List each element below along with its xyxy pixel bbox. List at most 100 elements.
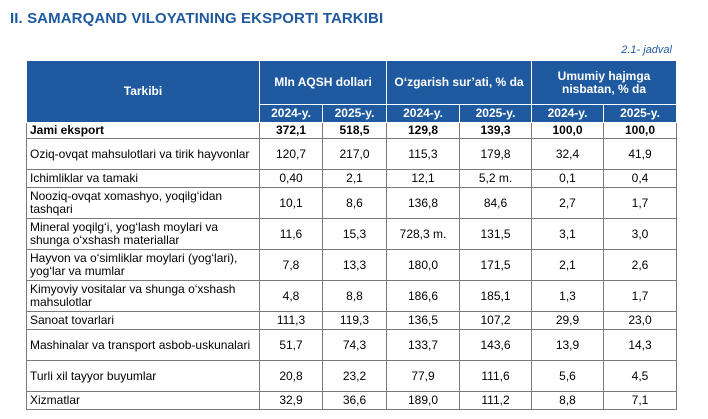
page-title: II. SAMARQAND VILOYATINING EKSPORTI TARK… xyxy=(10,10,384,27)
export-table: Tarkibi Mln AQSH dollari O‘zgarish sur’a… xyxy=(26,60,678,410)
table-row: Sanoat tovarlari 111,3 119,3 136,5 107,2… xyxy=(26,311,678,330)
table-row-total: Jami eksport 372,1 518,5 129,8 139,3 100… xyxy=(26,122,678,139)
cell-value: 32,9 xyxy=(259,391,323,410)
table-row: Xizmatlar 32,9 36,6 189,0 111,2 8,8 7,1 xyxy=(26,391,678,410)
cell-value: 2,1 xyxy=(322,169,387,188)
cell-value: 0,40 xyxy=(259,169,323,188)
cell-value: 7,8 xyxy=(259,249,323,281)
cell-value: 111,3 xyxy=(259,311,323,330)
cell-value: 143,6 xyxy=(459,329,532,361)
cell-value: 171,5 xyxy=(459,249,532,281)
table-row: Hayvon va o‘simliklar moylari (yog‘lari)… xyxy=(26,249,678,281)
cell-value: 41,9 xyxy=(602,138,678,170)
cell-value: 180,0 xyxy=(386,249,460,281)
cell-value: 32,4 xyxy=(531,138,604,170)
table-row: Kimyoviy vositalar va shunga o‘xshash ma… xyxy=(26,280,678,312)
cell-value: 111,6 xyxy=(459,360,532,392)
cell-value: 115,3 xyxy=(386,138,460,170)
row-label: Ichimliklar va tamaki xyxy=(26,169,260,188)
cell-value: 100,0 xyxy=(531,122,604,139)
cell-value: 217,0 xyxy=(322,138,387,170)
cell-value: 136,8 xyxy=(386,187,460,219)
cell-value: 3,1 xyxy=(531,218,604,250)
cell-value: 186,6 xyxy=(386,280,460,312)
cell-value: 5,6 xyxy=(531,360,604,392)
header-year-2024: 2024-y. xyxy=(531,104,604,123)
header-year-2025: 2025-y. xyxy=(322,104,387,123)
header-ozgarish: O‘zgarish sur’ati, % da xyxy=(386,60,532,105)
row-label: Sanoat tovarlari xyxy=(26,311,260,330)
cell-value: 136,5 xyxy=(386,311,460,330)
row-label: Jami eksport xyxy=(26,122,260,139)
cell-value: 10,1 xyxy=(259,187,323,219)
table-row: Mashinalar va transport asbob-uskunalari… xyxy=(26,329,678,361)
table-number: 2.1- jadval xyxy=(621,44,672,56)
cell-value: 133,7 xyxy=(386,329,460,361)
cell-value: 29,9 xyxy=(531,311,604,330)
table-row: Mineral yoqilg‘i, yog‘lash moylari va sh… xyxy=(26,218,678,250)
cell-value: 23,2 xyxy=(322,360,387,392)
cell-value: 179,8 xyxy=(459,138,532,170)
cell-value: 2,1 xyxy=(531,249,604,281)
table-row: Ichimliklar va tamaki 0,40 2,1 12,1 5,2 … xyxy=(26,169,678,188)
cell-value: 107,2 xyxy=(459,311,532,330)
cell-value: 0,1 xyxy=(531,169,604,188)
cell-value: 23,0 xyxy=(602,311,678,330)
cell-value: 1,7 xyxy=(602,280,678,312)
cell-value: 372,1 xyxy=(259,122,323,139)
cell-value: 8,8 xyxy=(322,280,387,312)
cell-value: 20,8 xyxy=(259,360,323,392)
cell-value: 1,7 xyxy=(602,187,678,219)
cell-value: 77,9 xyxy=(386,360,460,392)
cell-value: 131,5 xyxy=(459,218,532,250)
cell-value: 14,3 xyxy=(602,329,678,361)
row-label: Xizmatlar xyxy=(26,391,260,410)
cell-value: 120,7 xyxy=(259,138,323,170)
cell-value: 2,6 xyxy=(602,249,678,281)
cell-value: 111,2 xyxy=(459,391,532,410)
row-label: Mashinalar va transport asbob-uskunalari xyxy=(26,329,260,361)
cell-value: 185,1 xyxy=(459,280,532,312)
cell-value: 129,8 xyxy=(386,122,460,139)
cell-value: 119,3 xyxy=(322,311,387,330)
header-mln-usd: Mln AQSH dollari xyxy=(259,60,387,105)
cell-value: 4,5 xyxy=(602,360,678,392)
cell-value: 36,6 xyxy=(322,391,387,410)
cell-value: 8,6 xyxy=(322,187,387,219)
cell-value: 74,3 xyxy=(322,329,387,361)
cell-value: 4,8 xyxy=(259,280,323,312)
cell-value: 15,3 xyxy=(322,218,387,250)
cell-value: 518,5 xyxy=(322,122,387,139)
header-umumiy: Umumiy hajmga nisbatan, % da xyxy=(530,60,678,105)
header-year-2024: 2024-y. xyxy=(259,104,323,123)
cell-value: 84,6 xyxy=(459,187,532,219)
row-label: Turli xil tayyor buyumlar xyxy=(26,360,260,392)
cell-value: 11,6 xyxy=(259,218,323,250)
cell-value: 728,3 m. xyxy=(386,218,460,250)
cell-value: 139,3 xyxy=(459,122,532,139)
header-year-2025: 2025-y. xyxy=(459,104,532,123)
row-label: Kimyoviy vositalar va shunga o‘xshash ma… xyxy=(26,280,260,312)
row-label: Oziq-ovqat mahsulotlari va tirik hayvonl… xyxy=(26,138,260,170)
cell-value: 12,1 xyxy=(386,169,460,188)
cell-value: 8,8 xyxy=(531,391,604,410)
cell-value: 13,9 xyxy=(531,329,604,361)
cell-value: 189,0 xyxy=(386,391,460,410)
table-row: Nooziq-ovqat xomashyo, yoqilg‘idan tashq… xyxy=(26,187,678,219)
table-row: Oziq-ovqat mahsulotlari va tirik hayvonl… xyxy=(26,138,678,170)
cell-value: 100,0 xyxy=(602,122,678,139)
cell-value: 2,7 xyxy=(531,187,604,219)
cell-value: 1,3 xyxy=(531,280,604,312)
table-row: Turli xil tayyor buyumlar 20,8 23,2 77,9… xyxy=(26,360,678,392)
cell-value: 7,1 xyxy=(602,391,678,410)
row-label: Mineral yoqilg‘i, yog‘lash moylari va sh… xyxy=(26,218,260,250)
row-label: Nooziq-ovqat xomashyo, yoqilg‘idan tashq… xyxy=(26,187,260,219)
cell-value: 13,3 xyxy=(322,249,387,281)
cell-value: 5,2 m. xyxy=(459,169,532,188)
row-label: Hayvon va o‘simliklar moylari (yog‘lari)… xyxy=(26,249,260,281)
cell-value: 51,7 xyxy=(259,329,323,361)
header-year-2024: 2024-y. xyxy=(386,104,460,123)
header-year-2025: 2025-y. xyxy=(602,104,678,123)
header-tarkibi: Tarkibi xyxy=(26,60,260,123)
cell-value: 0,4 xyxy=(602,169,678,188)
